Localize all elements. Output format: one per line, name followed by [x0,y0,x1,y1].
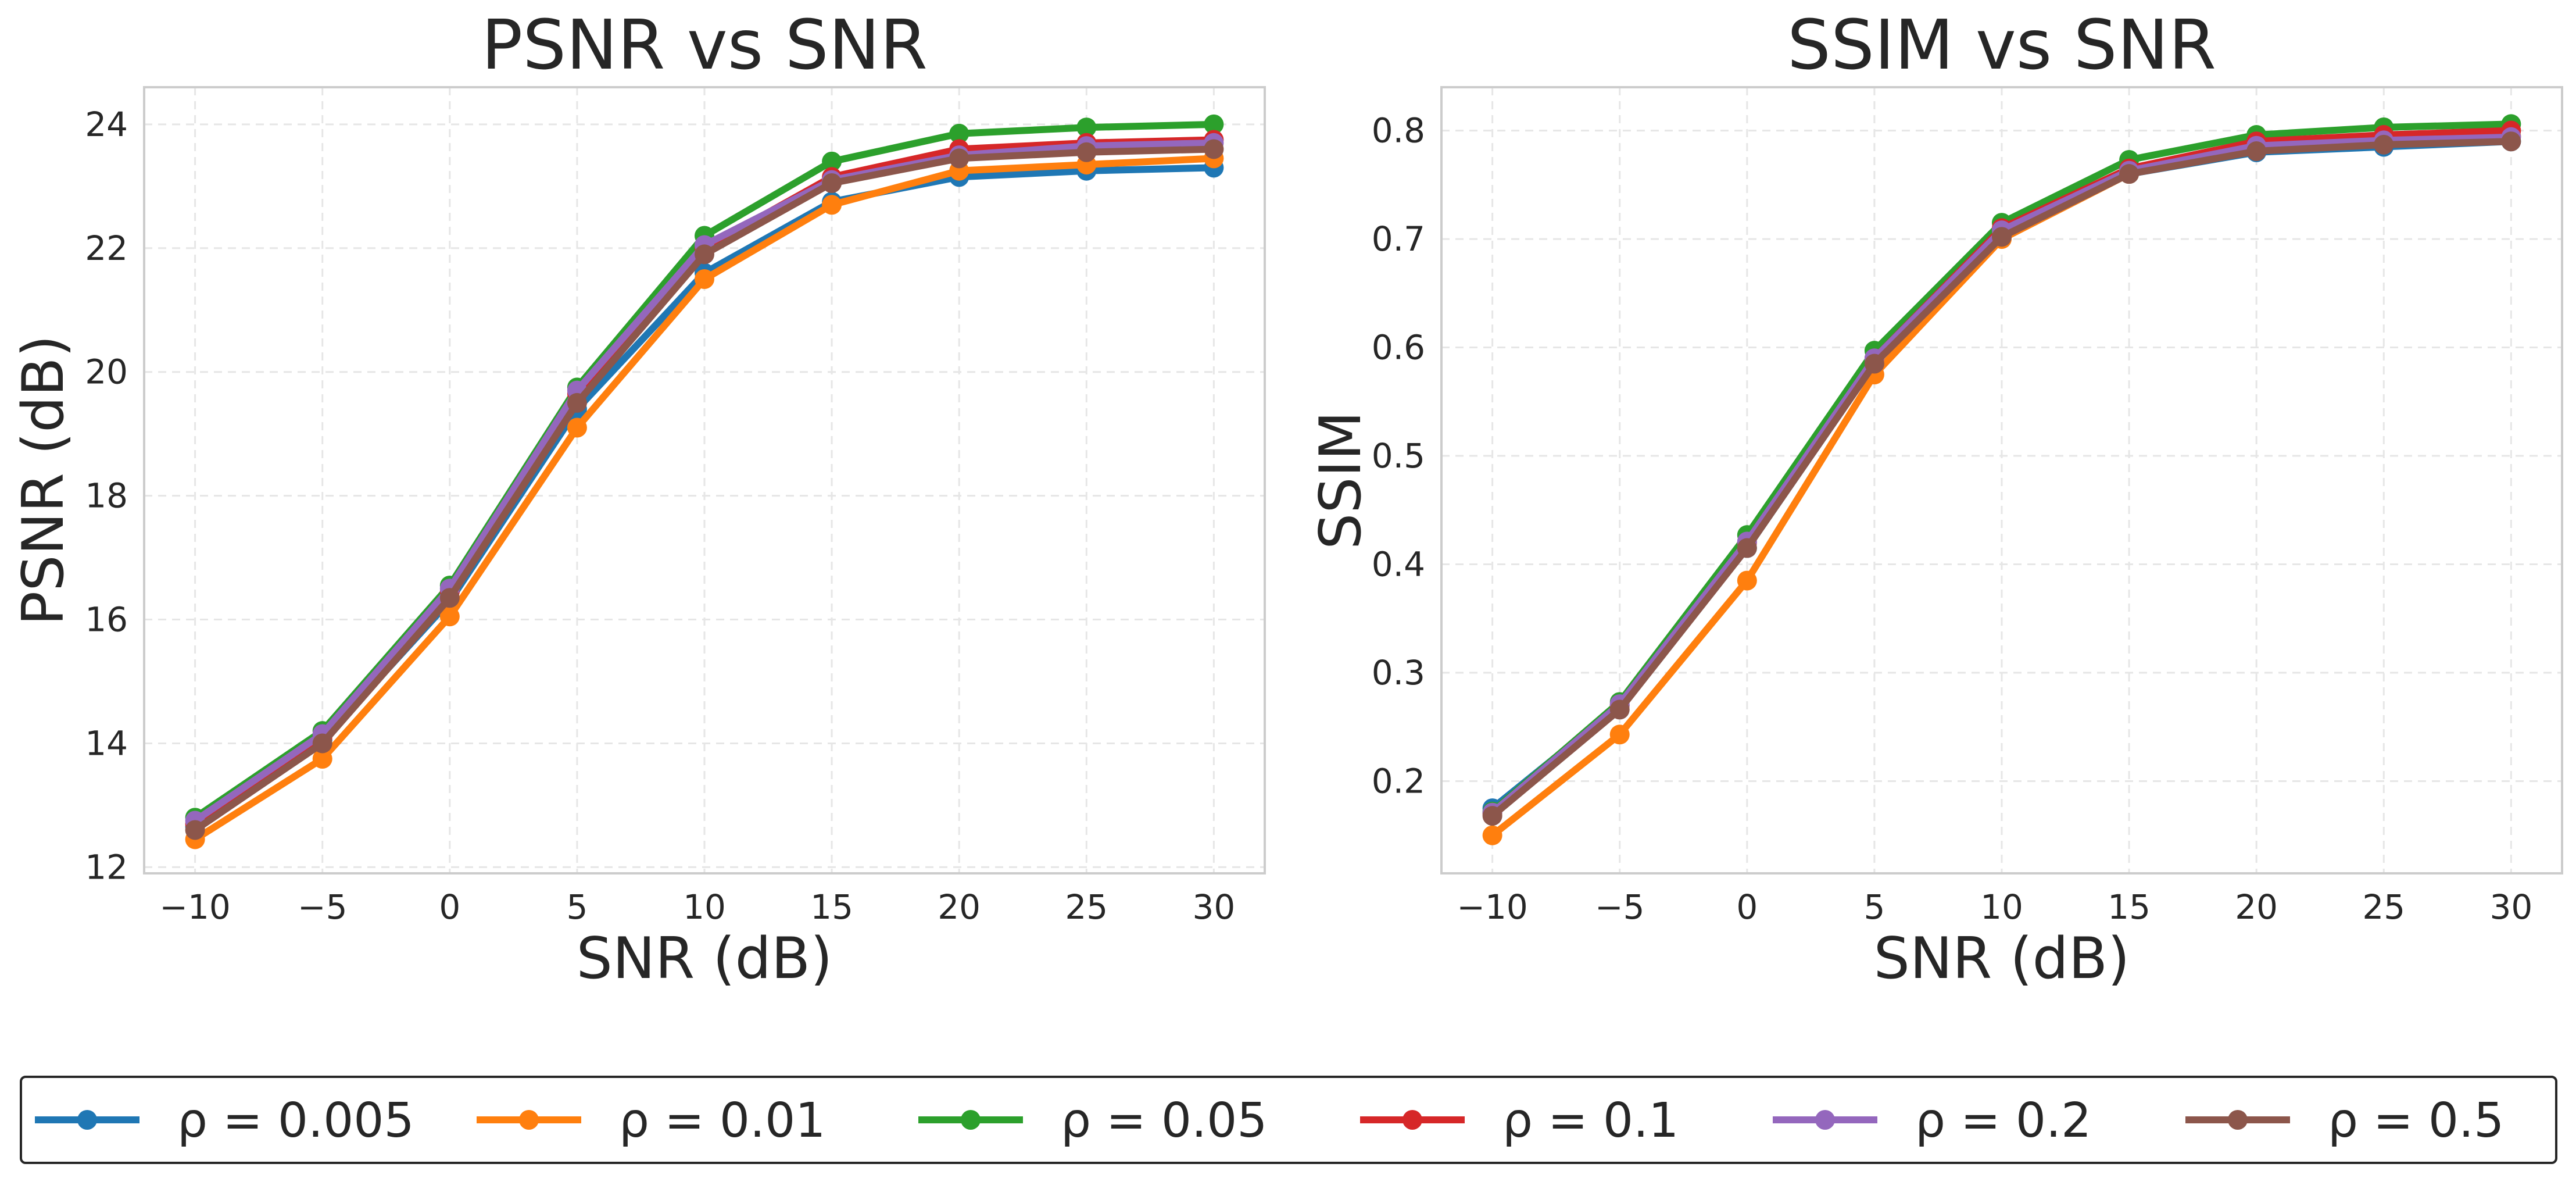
psnr-series-2 [185,148,1224,849]
legend-marker [1403,1110,1422,1130]
psnr-data-point [822,173,842,194]
legend-item: ρ = 0.5 [2185,1093,2504,1148]
psnr-x-tick-label: 10 [683,887,726,927]
ssim-data-point [1482,825,1502,845]
psnr-x-tick-label: 15 [810,887,853,927]
psnr-chart-title: PSNR vs SNR [481,5,928,85]
legend-item: ρ = 0.05 [918,1093,1267,1148]
ssim-x-tick-label: 20 [2235,887,2278,927]
legend-label: ρ = 0.005 [177,1093,414,1148]
ssim-y-tick-label: 0.6 [1372,328,1425,367]
psnr-data-point [1204,114,1224,134]
psnr-data-point [312,749,332,769]
ssim-data-point [1482,806,1502,826]
ssim-series-6 [1482,131,2521,826]
psnr-data-point [949,123,969,144]
ssim-x-axis-label: SNR (dB) [1874,926,2130,992]
ssim-y-axis-label: SSIM [1308,411,1374,549]
psnr-x-tick-label: −10 [159,887,230,927]
legend-label: ρ = 0.1 [1502,1093,1679,1148]
ssim-y-tick-label: 0.4 [1372,545,1425,584]
ssim-x-tick-label: −5 [1595,887,1645,927]
ssim-chart-panel: −10 −5 0 5 10 15 20 25 30 0.2 0.3 0.4 0.5 0.6 0.7 0.8 SS… [1308,5,2563,992]
legend-marker [1815,1110,1835,1130]
ssim-y-tick-label: 0.2 [1372,761,1425,801]
legend: ρ = 0.005 ρ = 0.01 ρ = 0.05 ρ = 0.1 ρ = 0.2 ρ… [20,1076,2557,1164]
psnr-y-tick-label: 16 [85,600,128,640]
psnr-series-6 [185,139,1224,840]
legend-item: ρ = 0.01 [477,1093,825,1148]
psnr-x-tick-label: 25 [1065,887,1108,927]
psnr-y-tick-label: 22 [85,229,128,268]
legend-item: ρ = 0.1 [1360,1093,1679,1148]
psnr-x-tick-label: −5 [298,887,348,927]
psnr-y-tick-label: 24 [85,105,128,144]
ssim-y-tick-label: 0.8 [1372,111,1425,151]
psnr-data-point [567,417,587,438]
psnr-x-tick-label: 5 [566,887,588,927]
ssim-data-point [2246,141,2267,162]
psnr-chart-panel: −10 −5 0 5 10 15 20 25 30 12 14 16 18 20 22 24 PSNR vs S… [10,5,1266,992]
ssim-data-point [2119,164,2139,184]
ssim-data-point [1737,538,1757,558]
psnr-data-point [439,606,460,627]
ssim-data-point [1609,724,1630,745]
ssim-data-point [2501,131,2521,152]
ssim-y-tick-label: 0.7 [1372,219,1425,259]
ssim-x-tick-label: 5 [1863,887,1885,927]
psnr-data-point [567,392,587,413]
psnr-x-tick-label: 20 [938,887,981,927]
ssim-x-tick-label: 15 [2108,887,2151,927]
legend-marker [2228,1110,2248,1130]
psnr-x-tick-label: 30 [1192,887,1235,927]
legend-item: ρ = 0.005 [35,1093,414,1148]
ssim-y-tick-label: 0.5 [1372,436,1425,476]
ssim-data-point [1992,227,2012,247]
psnr-data-point [949,148,969,169]
psnr-data-point [822,151,842,172]
ssim-axes-frame [1440,86,2563,874]
psnr-y-tick-label: 14 [85,723,128,763]
psnr-x-tick-label: 0 [439,887,460,927]
psnr-data-point [312,733,332,754]
psnr-axes-frame [143,86,1266,874]
psnr-y-tick-label: 18 [85,476,128,516]
ssim-x-tick-label: −10 [1457,887,1527,927]
legend-label: ρ = 0.01 [619,1093,825,1148]
legend-label: ρ = 0.5 [2328,1093,2504,1148]
psnr-data-point [695,244,714,265]
legend-marker [77,1110,97,1130]
psnr-data-point [822,195,842,215]
legend-box [20,1076,2557,1164]
psnr-data-point [695,269,714,290]
psnr-data-point [1076,142,1097,162]
psnr-data-point [439,588,460,608]
legend-label: ρ = 0.05 [1061,1093,1267,1148]
ssim-data-point [2374,134,2394,155]
psnr-y-tick-label: 20 [85,352,128,392]
psnr-x-axis-label: SNR (dB) [577,926,833,992]
psnr-data-point [1076,117,1097,138]
ssim-x-tick-label: 0 [1736,887,1758,927]
psnr-y-tick-label: 12 [85,847,128,887]
psnr-data-point [1204,139,1224,159]
legend-marker [519,1110,539,1130]
ssim-x-tick-label: 10 [1980,887,2023,927]
ssim-y-tick-label: 0.3 [1372,653,1425,692]
ssim-data-point [1609,699,1630,720]
psnr-y-axis-label: PSNR (dB) [10,335,77,626]
ssim-data-point [1737,570,1757,591]
ssim-x-tick-label: 25 [2362,887,2405,927]
legend-item: ρ = 0.2 [1773,1093,2091,1148]
legend-marker [961,1110,981,1130]
ssim-data-point [1864,354,1884,374]
psnr-data-point [185,820,205,840]
ssim-chart-title: SSIM vs SNR [1787,5,2216,85]
legend-label: ρ = 0.2 [1915,1093,2091,1148]
ssim-x-tick-label: 30 [2489,887,2532,927]
